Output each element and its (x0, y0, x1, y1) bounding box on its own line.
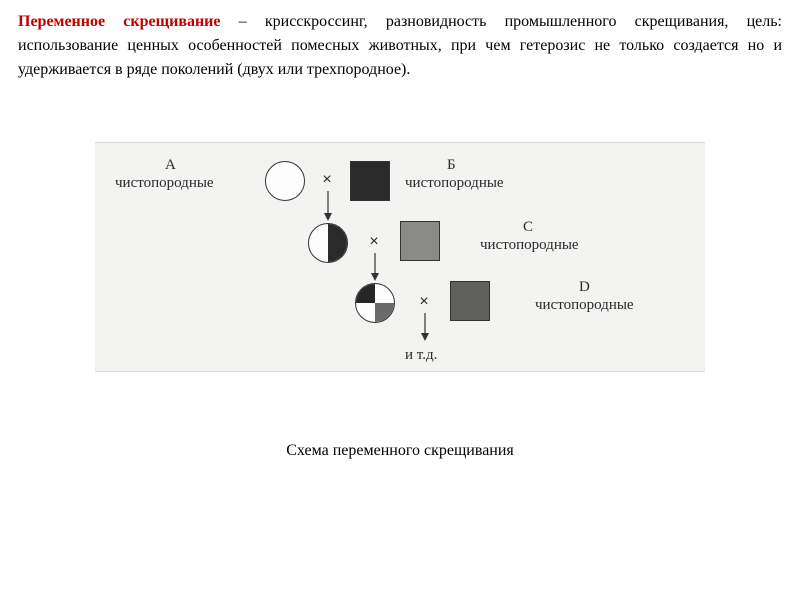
label-d-word: чистопородные (535, 297, 634, 314)
diagram-caption: Схема переменного скрещивания (18, 442, 782, 460)
cross-1: × (320, 171, 334, 189)
diagram-container: A чистопородные × Б чистопородные × C чи… (95, 142, 705, 372)
circle-ab (308, 223, 348, 263)
circle-abc (355, 283, 395, 323)
arrow-3 (420, 313, 430, 341)
label-d-letter: D (579, 279, 590, 296)
label-a-letter: A (165, 157, 176, 174)
cross-3: × (417, 293, 431, 311)
label-c-word: чистопородные (480, 237, 579, 254)
label-etc: и т.д. (405, 347, 437, 364)
square-c (400, 221, 440, 261)
circle-a (265, 161, 305, 201)
crossing-diagram: A чистопородные × Б чистопородные × C чи… (95, 142, 705, 372)
label-b-letter: Б (447, 157, 456, 174)
square-d (450, 281, 490, 321)
square-b (350, 161, 390, 201)
label-b-word: чистопородные (405, 175, 504, 192)
label-c-letter: C (523, 219, 533, 236)
label-a-word: чистопородные (115, 175, 214, 192)
arrow-1 (323, 191, 333, 221)
arrow-2 (370, 253, 380, 281)
term: Переменное скрещивание (18, 13, 221, 30)
intro-paragraph: Переменное скрещивание – крисскроссинг, … (18, 10, 782, 82)
cross-2: × (367, 233, 381, 251)
